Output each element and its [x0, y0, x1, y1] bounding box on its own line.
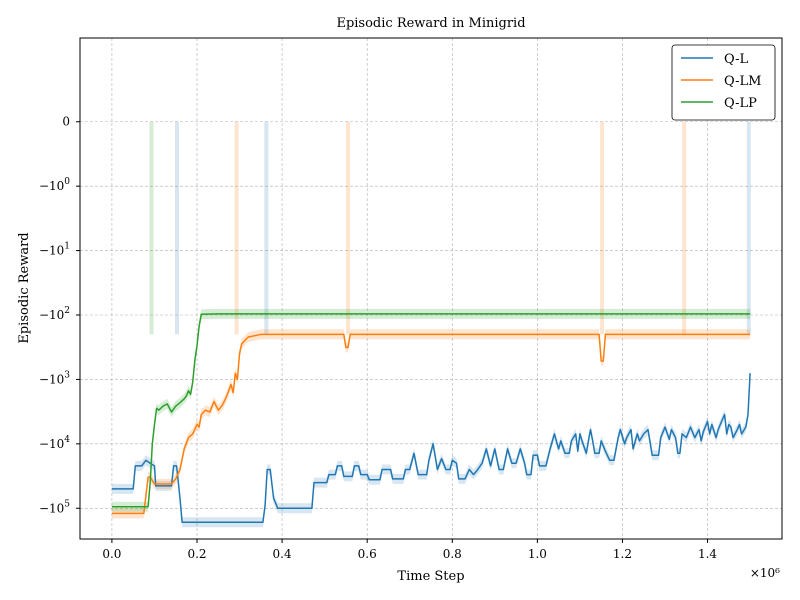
x-tick-label: 0.8: [443, 547, 462, 561]
legend-label-q-lp: Q-LP: [724, 96, 757, 111]
x-tick-label: 0.0: [102, 547, 121, 561]
band-spike: [682, 121, 687, 335]
y-tick-label: 0: [62, 115, 70, 129]
x-tick-label: 1.4: [698, 547, 717, 561]
legend-label-q-lm: Q-LM: [724, 74, 761, 89]
band-spike: [264, 121, 269, 335]
y-tick-label: −102: [39, 306, 70, 322]
band-spike: [746, 121, 751, 335]
y-tick-label: −104: [39, 435, 70, 451]
plot-frame: [79, 37, 783, 540]
y-tick-label: −105: [39, 499, 70, 515]
x-tick-label: 0.2: [187, 547, 206, 561]
x-tick-label: 0.6: [358, 547, 377, 561]
band-q-l: [111, 368, 751, 528]
band-spike: [175, 121, 180, 335]
series-line-q-lp: [111, 313, 751, 508]
confidence-bands: [111, 121, 751, 528]
band-spike: [149, 121, 154, 335]
x-tick-label: 1.2: [613, 547, 632, 561]
grid: [80, 38, 782, 539]
y-tick-label: −101: [39, 242, 70, 258]
series-line-q-l: [111, 373, 751, 524]
y-tick-label: −103: [39, 370, 70, 386]
chart-title: Episodic Reward in Minigrid: [336, 16, 525, 31]
band-spike: [346, 121, 351, 335]
legend-label-q-l: Q-L: [724, 52, 749, 67]
y-tick-label: −100: [39, 177, 70, 193]
axis-ticks: 0.0 0.2 0.4 0.6 0.8 1.0 1.2 1.4 0 −100 −101 −102 −10…: [39, 115, 718, 561]
series-lines: [111, 313, 751, 524]
y-axis-label: Episodic Reward: [17, 232, 32, 343]
x-axis-multiplier: ×10⁶: [750, 566, 780, 580]
band-spike: [234, 121, 239, 335]
x-tick-label: 1.0: [528, 547, 547, 561]
legend: Q-L Q-LM Q-LP: [671, 44, 776, 121]
series-line-q-lm: [111, 333, 751, 515]
x-axis-label: Time Step: [397, 569, 464, 584]
x-tick-label: 0.4: [273, 547, 292, 561]
band-spike: [600, 121, 605, 335]
